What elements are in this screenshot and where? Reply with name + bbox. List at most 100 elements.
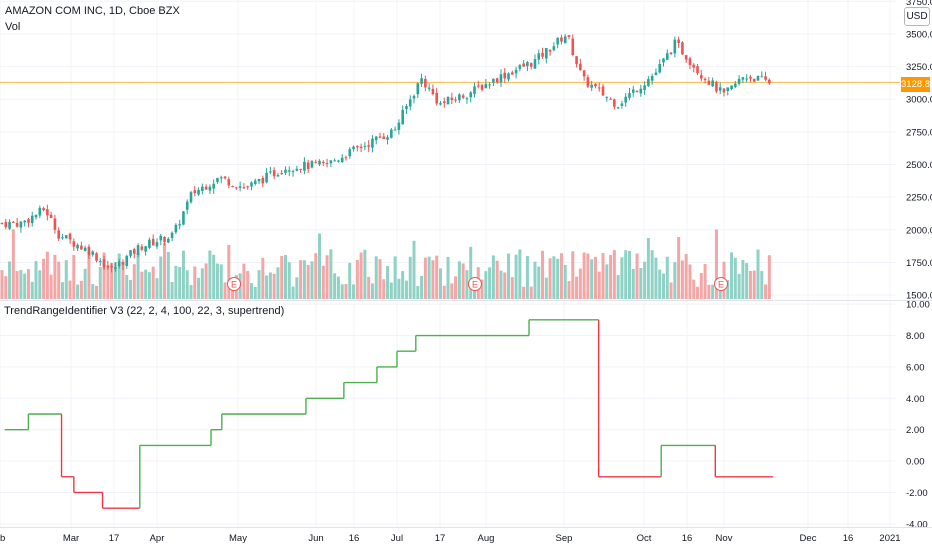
candle-body — [700, 74, 703, 79]
volume-bar — [393, 256, 397, 299]
price-tick-label: 1750.00 — [906, 258, 932, 269]
earnings-marker-label: E — [718, 280, 724, 290]
candle-body — [684, 55, 688, 60]
volume-bar — [499, 270, 503, 299]
volume-bar — [575, 276, 579, 299]
candle-body — [412, 95, 416, 99]
candle-body — [8, 221, 11, 229]
currency-button[interactable]: USD — [904, 7, 930, 26]
candle-body — [151, 238, 155, 246]
candle-body — [503, 72, 507, 79]
candle-body — [643, 85, 646, 90]
candle-body — [594, 83, 597, 87]
volume-bar — [461, 263, 465, 299]
volume-bar — [95, 285, 98, 299]
candle-body — [734, 83, 737, 87]
candle-body — [110, 266, 113, 268]
candle-body — [12, 221, 15, 223]
volume-bar — [552, 256, 556, 299]
volume-label: Vol — [5, 21, 21, 33]
candle-body — [397, 122, 401, 130]
candle-body — [117, 261, 121, 267]
price-tick-label: 3250.00 — [906, 62, 932, 73]
candle-body — [216, 177, 219, 183]
volume-bar — [321, 265, 325, 299]
volume-bar — [64, 260, 68, 299]
volume-bar — [15, 271, 19, 299]
volume-bar — [79, 280, 83, 299]
volume-bar — [438, 268, 442, 299]
volume-bar — [544, 277, 548, 299]
candle-body — [662, 58, 665, 63]
candle-body — [87, 246, 91, 256]
candle-body — [106, 265, 110, 268]
candle-body — [511, 72, 514, 75]
candle-body — [95, 253, 98, 261]
volume-bar — [76, 284, 80, 299]
volume-bar — [53, 254, 57, 299]
candle-body — [382, 136, 386, 139]
volume-bar — [643, 261, 647, 299]
volume-bar — [442, 285, 446, 299]
candle-body — [631, 89, 635, 93]
volume-bar — [684, 253, 688, 299]
volume-bar — [752, 270, 756, 299]
time-tick-label: 16 — [682, 533, 693, 544]
volume-bar — [397, 278, 401, 299]
candle-body — [650, 75, 654, 81]
candle-body — [427, 87, 431, 89]
volume-bar — [132, 264, 136, 299]
volume-bar — [72, 254, 76, 299]
volume-bar — [144, 269, 148, 299]
volume-bar — [174, 265, 178, 299]
volume-bar — [525, 256, 529, 299]
volume-bar — [412, 240, 416, 299]
candle-body — [167, 238, 170, 243]
candle-body — [83, 247, 87, 251]
candle-body — [628, 93, 631, 98]
candle-body — [450, 97, 454, 101]
volume-bar — [325, 255, 329, 299]
indicator-tick-label: 6.00 — [906, 362, 925, 373]
candle-body — [548, 49, 552, 52]
candle-body — [310, 161, 314, 168]
candle-body — [121, 261, 125, 265]
candle-body — [624, 96, 627, 103]
candle-body — [374, 136, 378, 141]
volume-bar — [181, 250, 185, 299]
candle-body — [752, 78, 756, 82]
earnings-marker-label: E — [231, 280, 237, 290]
candle-body — [673, 39, 677, 54]
volume-bar — [38, 270, 42, 299]
volume-bar — [522, 286, 526, 299]
time-tick-label: 16 — [349, 533, 360, 544]
volume-bar — [688, 264, 692, 299]
candle-body — [681, 42, 684, 55]
volume-bar — [548, 258, 552, 299]
candle-body — [749, 76, 752, 79]
earnings-marker-icon: E — [227, 277, 241, 291]
volume-bar — [276, 267, 280, 299]
candle-body — [658, 64, 662, 73]
candle-body — [265, 172, 268, 183]
volume-bar — [268, 272, 272, 299]
volume-bar — [669, 282, 673, 299]
volume-bar — [457, 261, 461, 299]
volume-bar — [382, 279, 386, 299]
time-tick-label: May — [229, 533, 247, 544]
volume-bar — [756, 249, 760, 299]
volume-bar — [571, 251, 575, 299]
volume-bar — [665, 256, 669, 299]
candle-body — [276, 174, 280, 177]
candle-body — [333, 160, 336, 162]
candle-body — [567, 35, 571, 37]
volume-bar — [386, 265, 390, 299]
volume-bar — [367, 276, 371, 299]
candle-body — [405, 106, 408, 110]
candle-body — [170, 232, 174, 238]
candle-body — [556, 37, 559, 45]
volume-bar — [510, 277, 514, 299]
time-tick-label: Oct — [637, 533, 652, 544]
